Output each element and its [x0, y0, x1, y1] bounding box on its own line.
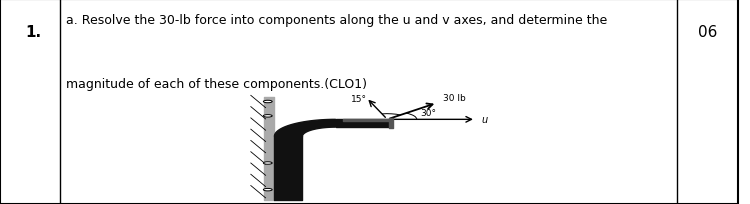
Text: 06: 06 [698, 24, 717, 39]
Text: a. Resolve the 30-lb force into components along the u and v axes, and determine: a. Resolve the 30-lb force into componen… [67, 14, 608, 27]
Text: 15°: 15° [351, 95, 368, 104]
Text: magnitude of each of these components.(CLO1): magnitude of each of these components.(C… [67, 78, 368, 90]
Text: u: u [482, 115, 488, 125]
Circle shape [263, 101, 272, 103]
Text: 30 lb: 30 lb [443, 93, 466, 102]
Circle shape [263, 115, 272, 118]
Polygon shape [274, 120, 336, 137]
Circle shape [263, 188, 272, 191]
Text: 1.: 1. [26, 24, 41, 39]
Circle shape [263, 162, 272, 164]
Text: 30°: 30° [420, 108, 436, 117]
